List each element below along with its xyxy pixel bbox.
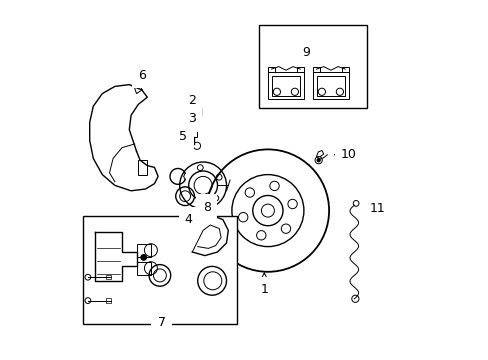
- Bar: [267, 72, 303, 99]
- Text: 7: 7: [157, 316, 165, 329]
- Text: 9: 9: [301, 46, 309, 60]
- Text: 3: 3: [188, 112, 196, 127]
- Bar: [267, 67, 275, 72]
- Circle shape: [317, 159, 320, 162]
- Text: 1: 1: [260, 273, 268, 296]
- Bar: [106, 275, 111, 279]
- Bar: [138, 160, 147, 175]
- Bar: [136, 244, 151, 257]
- Bar: [312, 67, 320, 72]
- Text: 8: 8: [201, 201, 210, 213]
- Bar: [136, 262, 151, 275]
- Circle shape: [141, 255, 146, 260]
- Bar: [296, 67, 303, 72]
- Bar: [82, 216, 237, 324]
- Bar: [106, 298, 111, 303]
- Text: 5: 5: [179, 130, 187, 143]
- Text: 4: 4: [184, 213, 192, 226]
- Bar: [341, 67, 348, 72]
- Text: 10: 10: [334, 148, 356, 161]
- Bar: [317, 76, 344, 96]
- Bar: [258, 25, 366, 108]
- Text: 6: 6: [138, 69, 145, 82]
- Bar: [191, 129, 197, 137]
- Text: 2: 2: [188, 94, 196, 108]
- Bar: [312, 72, 348, 99]
- Bar: [272, 76, 299, 96]
- Text: 11: 11: [368, 202, 385, 215]
